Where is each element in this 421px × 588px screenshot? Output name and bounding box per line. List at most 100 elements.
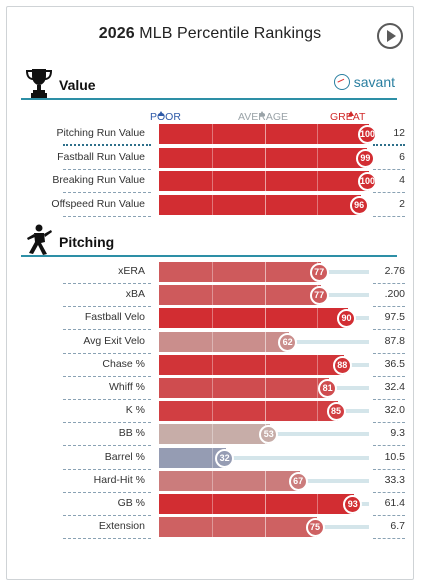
- metric-row[interactable]: Fastball Velo 90 97.5: [7, 307, 413, 331]
- quartile-line: [211, 401, 213, 422]
- row-divider: [373, 538, 405, 540]
- quartile-line: [316, 401, 318, 422]
- average-line: [265, 124, 266, 144]
- percentile-bubble: 75: [305, 518, 325, 538]
- metric-row[interactable]: Fastball Run Value 99 6: [7, 147, 413, 170]
- quartile-line: [211, 494, 213, 514]
- row-divider: [373, 491, 405, 493]
- percentile-bubble: 67: [288, 471, 308, 491]
- metric-row[interactable]: Offspeed Run Value 96 2: [7, 194, 413, 217]
- savant-logo[interactable]: savant: [333, 74, 395, 90]
- title-text: MLB Percentile Rankings: [139, 25, 322, 42]
- percentile-bar: [159, 171, 369, 191]
- metric-row[interactable]: Chase % 88 36.5: [7, 354, 413, 377]
- metric-value: 6.7: [390, 520, 405, 533]
- row-divider: [373, 168, 405, 170]
- metric-value: 2.76: [384, 265, 405, 277]
- quartile-line: [211, 424, 213, 445]
- percentile-bubble: 62: [278, 332, 298, 352]
- row-divider: [63, 144, 151, 146]
- metric-row[interactable]: BB % 53 9.3: [7, 423, 413, 447]
- average-line: [265, 194, 266, 215]
- row-divider: [63, 491, 151, 493]
- metric-value: 36.5: [384, 357, 405, 370]
- row-divider: [373, 422, 405, 424]
- quartile-line: [316, 354, 318, 375]
- average-line: [265, 354, 266, 375]
- metric-label: Hard-Hit %: [93, 473, 145, 486]
- metric-row[interactable]: Barrel % 32 10.5: [7, 447, 413, 470]
- metric-row[interactable]: Breaking Run Value 100 4: [7, 170, 413, 193]
- metric-row[interactable]: xBA 77 .200: [7, 284, 413, 308]
- row-divider: [63, 538, 151, 540]
- scale-great-label: GREAT: [330, 111, 366, 123]
- metric-row[interactable]: K % 85 32.0: [7, 400, 413, 424]
- metric-row[interactable]: Extension 75 6.7: [7, 516, 413, 540]
- average-line: [265, 331, 266, 352]
- percentile-bar: [159, 308, 348, 329]
- percentile-bar: [159, 470, 300, 491]
- metric-label: GB %: [117, 497, 145, 509]
- percentile-bubble: 85: [326, 402, 346, 422]
- quartile-line: [316, 147, 318, 168]
- metric-value: .200: [384, 288, 405, 301]
- average-line: [265, 147, 266, 168]
- quartile-line: [316, 171, 318, 191]
- savant-brand-text: savant: [353, 74, 395, 90]
- percentile-bar: [159, 194, 361, 215]
- metric-value: 9.3: [390, 427, 405, 440]
- metric-value: 33.3: [384, 473, 405, 486]
- metric-row[interactable]: xERA 77 2.76: [7, 261, 413, 284]
- row-divider: [373, 352, 405, 354]
- metric-row[interactable]: Whiff % 81 32.4: [7, 377, 413, 400]
- metric-label: Breaking Run Value: [52, 174, 145, 186]
- metric-row[interactable]: Pitching Run Value 100 12: [7, 123, 413, 146]
- average-line: [265, 401, 266, 422]
- metric-row[interactable]: GB % 93 61.4: [7, 493, 413, 516]
- metric-value: 61.4: [384, 497, 405, 509]
- metric-row[interactable]: Avg Exit Velo 62 87.8: [7, 331, 413, 354]
- percentile-bubble: 90: [337, 309, 356, 329]
- average-line: [265, 470, 266, 491]
- pitcher-icon: [27, 224, 52, 255]
- percentile-scale: POOR AVERAGE GREAT: [7, 111, 413, 131]
- value-section-title: Value: [59, 77, 96, 93]
- percentile-bar: [159, 517, 317, 538]
- metric-label: Chase %: [102, 357, 145, 370]
- metric-row[interactable]: Hard-Hit % 67 33.3: [7, 470, 413, 493]
- percentile-bar: [159, 124, 369, 144]
- quartile-line: [316, 494, 318, 514]
- row-divider: [63, 306, 151, 308]
- quartile-line: [211, 147, 213, 168]
- percentile-rankings-card: 2026 MLB Percentile Rankings Value savan…: [6, 6, 414, 580]
- percentile-bar: [159, 262, 321, 282]
- row-divider: [373, 375, 405, 377]
- poor-marker-icon: [158, 111, 164, 116]
- savant-baseball-icon: [333, 74, 350, 90]
- quartile-line: [211, 447, 213, 468]
- scale-average-label: AVERAGE: [238, 111, 288, 123]
- row-divider: [373, 283, 405, 284]
- metric-label: Fastball Velo: [84, 311, 145, 324]
- row-divider: [373, 399, 405, 400]
- metric-label: Avg Exit Velo: [83, 334, 145, 347]
- quartile-line: [211, 517, 213, 538]
- percentile-bubble: 77: [309, 286, 329, 306]
- play-circle-icon[interactable]: [377, 23, 403, 49]
- quartile-line: [211, 194, 213, 215]
- row-divider: [63, 168, 151, 170]
- metric-label: Extension: [98, 520, 145, 533]
- percentile-bar: [159, 424, 271, 445]
- metric-label: Fastball Run Value: [57, 150, 145, 163]
- average-line: [265, 285, 266, 306]
- percentile-bar: [159, 147, 367, 168]
- quartile-line: [211, 124, 213, 144]
- quartile-line: [211, 171, 213, 191]
- row-divider: [63, 352, 151, 354]
- row-divider: [63, 215, 151, 217]
- metric-value: 32.0: [384, 404, 405, 417]
- pitching-section-rule: [21, 255, 397, 257]
- row-divider: [63, 399, 151, 400]
- title-year: 2026: [98, 25, 135, 42]
- percentile-bubble: 81: [318, 379, 338, 398]
